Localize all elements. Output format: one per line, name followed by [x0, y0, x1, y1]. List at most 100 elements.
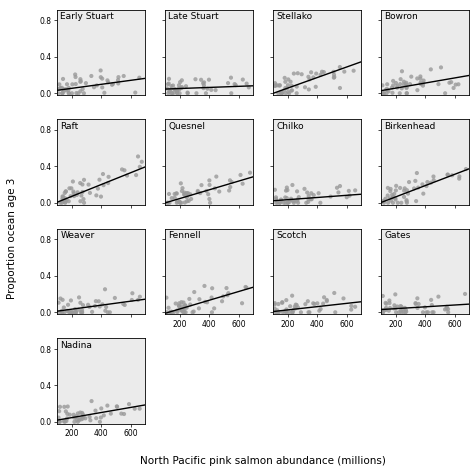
Point — [389, 194, 396, 201]
Point — [178, 187, 186, 195]
Point — [395, 308, 403, 316]
Point — [77, 299, 84, 307]
Point — [82, 79, 90, 87]
Point — [427, 66, 435, 73]
Point — [423, 182, 430, 190]
Point — [289, 308, 296, 316]
Point — [192, 89, 200, 97]
Point — [136, 163, 144, 171]
Point — [65, 198, 73, 205]
Point — [290, 70, 298, 78]
Point — [59, 308, 66, 316]
Point — [168, 82, 175, 90]
Point — [99, 170, 107, 178]
Point — [165, 190, 173, 198]
Point — [99, 84, 106, 91]
Point — [99, 75, 106, 82]
Point — [419, 308, 427, 316]
Point — [389, 193, 397, 201]
Point — [417, 79, 424, 87]
Point — [173, 89, 181, 97]
Point — [173, 199, 181, 207]
Point — [281, 307, 289, 315]
Point — [62, 188, 70, 195]
Point — [72, 70, 79, 78]
Point — [109, 80, 117, 88]
Point — [388, 84, 396, 91]
Point — [340, 68, 348, 75]
Point — [173, 308, 181, 316]
Point — [414, 86, 421, 94]
Point — [138, 158, 146, 166]
Point — [56, 403, 64, 411]
Point — [171, 85, 178, 93]
Point — [304, 298, 311, 305]
Point — [180, 190, 188, 198]
Point — [65, 185, 73, 192]
Point — [95, 298, 102, 305]
Point — [175, 86, 183, 93]
Point — [228, 89, 235, 97]
Point — [379, 292, 387, 300]
Point — [310, 74, 317, 81]
Point — [68, 89, 76, 97]
Point — [393, 84, 401, 91]
Point — [275, 308, 283, 316]
Text: Birkenhead: Birkenhead — [384, 121, 436, 130]
Point — [351, 303, 359, 311]
Point — [386, 304, 394, 312]
Point — [175, 302, 182, 309]
Point — [113, 403, 121, 411]
Point — [323, 298, 330, 305]
Point — [271, 301, 278, 308]
Point — [80, 89, 88, 97]
Point — [393, 303, 401, 310]
Point — [55, 407, 63, 415]
Point — [301, 185, 308, 193]
Point — [336, 63, 344, 71]
Point — [228, 178, 236, 186]
Point — [94, 185, 102, 192]
Point — [437, 64, 445, 71]
Point — [430, 308, 438, 316]
Point — [173, 189, 180, 197]
Point — [278, 89, 285, 97]
Point — [75, 294, 83, 301]
Point — [330, 74, 337, 81]
Point — [79, 181, 86, 188]
Point — [55, 80, 63, 88]
Point — [461, 290, 469, 298]
Point — [74, 418, 82, 426]
Point — [70, 414, 78, 421]
Point — [64, 403, 72, 410]
Point — [384, 86, 392, 93]
Point — [317, 71, 324, 79]
Point — [203, 298, 211, 306]
Point — [380, 197, 388, 205]
Point — [274, 308, 282, 316]
Point — [92, 298, 100, 305]
Point — [91, 407, 99, 415]
Point — [406, 80, 414, 88]
Point — [78, 192, 85, 199]
Point — [403, 89, 410, 97]
Text: Fennell: Fennell — [168, 231, 201, 240]
Point — [80, 176, 88, 184]
Point — [383, 86, 391, 93]
Point — [312, 70, 320, 78]
Point — [291, 303, 299, 310]
Point — [180, 299, 187, 307]
Point — [278, 299, 286, 307]
Point — [87, 416, 94, 424]
Point — [304, 198, 312, 206]
Point — [336, 182, 344, 190]
Point — [330, 73, 338, 81]
Point — [285, 198, 293, 206]
Point — [340, 295, 347, 302]
Point — [59, 193, 67, 200]
Point — [292, 305, 300, 312]
Point — [303, 188, 311, 196]
Point — [283, 84, 291, 92]
Point — [392, 182, 400, 189]
Point — [389, 199, 397, 207]
